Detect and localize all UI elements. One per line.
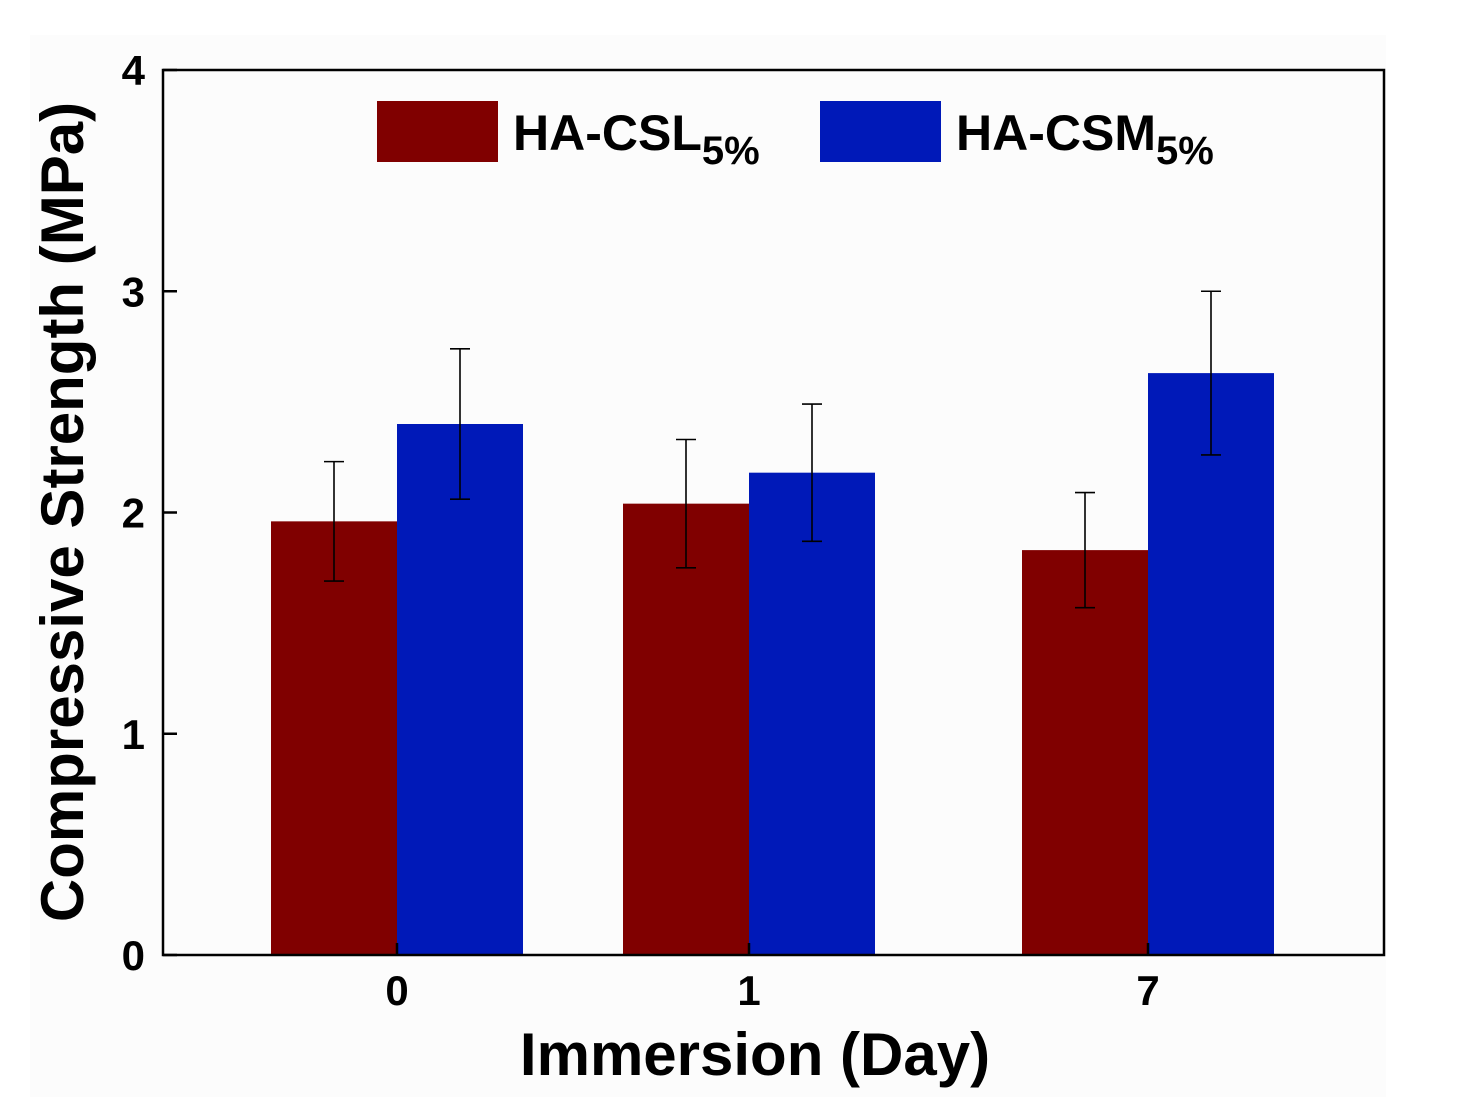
y-axis-ticks: 0 1 2 3 4 bbox=[122, 47, 177, 979]
bar-ha-csl-day-1 bbox=[623, 503, 749, 955]
y-tick-label: 2 bbox=[122, 490, 145, 537]
x-tick-label: 0 bbox=[385, 967, 408, 1014]
y-tick-label: 4 bbox=[122, 47, 146, 94]
bar-ha-csm-day-1 bbox=[749, 472, 875, 955]
legend-swatch-ha-csl bbox=[377, 101, 498, 162]
x-axis-ticks: 0 1 7 bbox=[385, 943, 1160, 1014]
y-axis-title: Compressive Strength (MPa) bbox=[29, 102, 96, 922]
error-bar-ha-csl-day-7 bbox=[1075, 491, 1095, 609]
error-bar-ha-csl-day-0 bbox=[324, 460, 344, 582]
legend-swatch-ha-csm bbox=[820, 101, 941, 162]
error-bar-ha-csm-day-1 bbox=[802, 403, 822, 543]
error-bar-ha-csl-day-1 bbox=[676, 438, 696, 569]
bar-ha-csl-day-7 bbox=[1022, 550, 1148, 955]
y-tick-label: 1 bbox=[122, 711, 145, 758]
y-tick-label: 3 bbox=[122, 268, 145, 315]
legend: HA-CSL5% HA-CSM5% bbox=[377, 101, 1214, 173]
x-tick-label: 7 bbox=[1136, 967, 1159, 1014]
error-bars-layer bbox=[324, 290, 1221, 609]
error-bar-ha-csm-day-7 bbox=[1201, 290, 1221, 456]
y-tick-label: 0 bbox=[122, 932, 145, 979]
x-axis-title: Immersion (Day) bbox=[520, 1021, 990, 1088]
error-bar-ha-csm-day-0 bbox=[450, 347, 470, 501]
bar-ha-csm-day-0 bbox=[397, 424, 523, 955]
bars-layer bbox=[271, 373, 1274, 955]
bar-ha-csm-day-7 bbox=[1148, 373, 1274, 955]
legend-label-ha-csl: HA-CSL5% bbox=[513, 105, 760, 173]
x-tick-label: 1 bbox=[737, 967, 760, 1014]
bar-ha-csl-day-0 bbox=[271, 521, 397, 955]
legend-label-ha-csm: HA-CSM5% bbox=[956, 105, 1214, 173]
